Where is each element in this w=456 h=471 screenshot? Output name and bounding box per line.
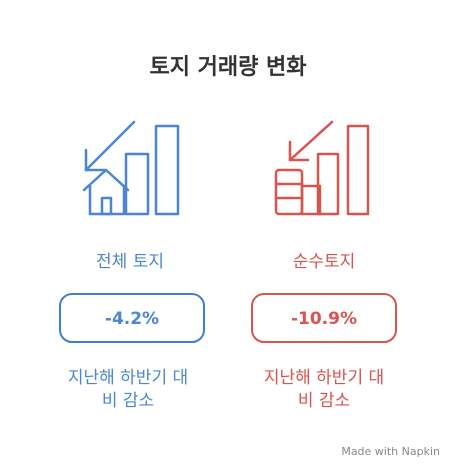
footer: Made with Napkin: [341, 445, 440, 458]
value-box: [59, 293, 205, 343]
value: -10.9%: [291, 309, 357, 329]
pure-land-icon: [274, 120, 370, 216]
land-icon: [82, 120, 180, 216]
panel-label: 전체 토지: [96, 252, 164, 272]
caption: 비 감소: [298, 391, 350, 411]
caption: 지난해 하반기 대: [68, 368, 188, 388]
value-box: [251, 293, 397, 343]
value: -4.2%: [105, 309, 159, 329]
caption: 비 감소: [102, 391, 154, 411]
title: 토지 거래량 변화: [150, 55, 307, 80]
caption: 지난해 하반기 대: [264, 368, 384, 388]
panel-label: 순수토지: [293, 252, 356, 272]
